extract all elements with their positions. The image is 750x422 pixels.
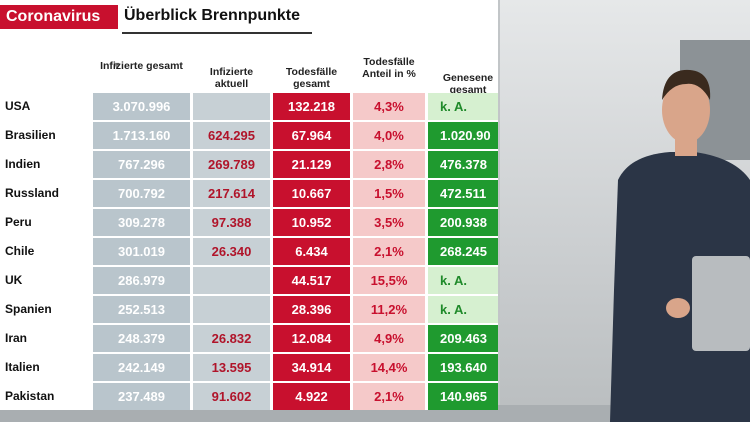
row-label: Peru — [5, 215, 32, 229]
sort-mark: ▼ — [112, 60, 121, 70]
table-cell: 14,4% — [353, 354, 425, 381]
hand — [666, 298, 690, 318]
table-cell: 193.640 — [428, 354, 498, 381]
table-cell: 91.602 — [193, 383, 270, 410]
table-cell: 4,3% — [353, 93, 425, 120]
table-cell: 15,5% — [353, 267, 425, 294]
table-cell: 237.489 — [93, 383, 190, 410]
row-label: USA — [5, 99, 31, 113]
table-cell: 21.129 — [273, 151, 350, 178]
hair — [662, 69, 711, 100]
table-cell — [193, 93, 270, 120]
table-cell: 476.378 — [428, 151, 498, 178]
row-label: Spanien — [5, 302, 52, 316]
table-cell: 200.938 — [428, 209, 498, 236]
table-cell — [193, 267, 270, 294]
table-cell: 28.396 — [273, 296, 350, 323]
column-header: Infizierte aktuell — [209, 66, 254, 90]
table-cell: 286.979 — [93, 267, 190, 294]
table-cell: 3.070.996 — [93, 93, 190, 120]
table-cell: 11,2% — [353, 296, 425, 323]
row-label: Brasilien — [5, 128, 56, 142]
table-cell: 26.340 — [193, 238, 270, 265]
title: Überblick Brennpunkte — [124, 7, 301, 24]
neck — [675, 138, 697, 156]
table-cell: 4,0% — [353, 122, 425, 149]
table-cell: 472.511 — [428, 180, 498, 207]
table-cell: 624.295 — [193, 122, 270, 149]
table-cell: 269.789 — [193, 151, 270, 178]
table-cell: 6.434 — [273, 238, 350, 265]
table-cell: 4.922 — [273, 383, 350, 410]
table-cell: 242.149 — [93, 354, 190, 381]
table-panel: Coronavirus Überblick Brennpunkte ▼ Infi… — [0, 5, 498, 410]
table-cell: 140.965 — [428, 383, 498, 410]
row-label: UK — [5, 273, 23, 287]
table-cell: 1.020.90 — [428, 122, 498, 149]
column-header: Todesfälle gesamt — [285, 66, 338, 90]
row-label: Iran — [5, 331, 28, 345]
table-cell: 12.084 — [273, 325, 350, 352]
table-cell: 4,9% — [353, 325, 425, 352]
table-cell: k. A. — [428, 267, 498, 294]
row-label: Indien — [5, 157, 41, 171]
column-header: Todesfälle Anteil in % — [362, 56, 416, 80]
table-cell: 2,1% — [353, 383, 425, 410]
table-cell: 767.296 — [93, 151, 190, 178]
presenter — [610, 69, 750, 422]
table-cell: 97.388 — [193, 209, 270, 236]
table-cell: 1,5% — [353, 180, 425, 207]
table-cell: 132.218 — [273, 93, 350, 120]
table-cell: 13.595 — [193, 354, 270, 381]
row-label: Pakistan — [5, 389, 55, 403]
table-cell: 1.713.160 — [93, 122, 190, 149]
table-cell: 3,5% — [353, 209, 425, 236]
table-cell: 10.667 — [273, 180, 350, 207]
title-rule — [122, 32, 312, 34]
table-cell: 700.792 — [93, 180, 190, 207]
head — [662, 77, 710, 143]
table-cell: 217.614 — [193, 180, 270, 207]
table-cell — [193, 296, 270, 323]
table-cell: 301.019 — [93, 238, 190, 265]
row-label: Italien — [5, 360, 40, 374]
table-cell: 248.379 — [93, 325, 190, 352]
table-cell: 44.517 — [273, 267, 350, 294]
column-header: Infizierte gesamt — [100, 60, 183, 72]
table-cell: 2,1% — [353, 238, 425, 265]
table-cell: 26.832 — [193, 325, 270, 352]
laptop — [692, 256, 750, 351]
table-cell: k. A. — [428, 93, 498, 120]
table-cell: 209.463 — [428, 325, 498, 352]
table-cell: 67.964 — [273, 122, 350, 149]
table-cell: 252.513 — [93, 296, 190, 323]
row-label: Chile — [5, 244, 35, 258]
table-cell: 34.914 — [273, 354, 350, 381]
shirt — [610, 152, 750, 422]
row-label: Russland — [5, 186, 60, 200]
table-cell: 2,8% — [353, 151, 425, 178]
tag: Coronavirus — [0, 5, 118, 29]
table-cell: k. A. — [428, 296, 498, 323]
table-cell: 309.278 — [93, 209, 190, 236]
table-cell: 268.245 — [428, 238, 498, 265]
table-cell: 10.952 — [273, 209, 350, 236]
